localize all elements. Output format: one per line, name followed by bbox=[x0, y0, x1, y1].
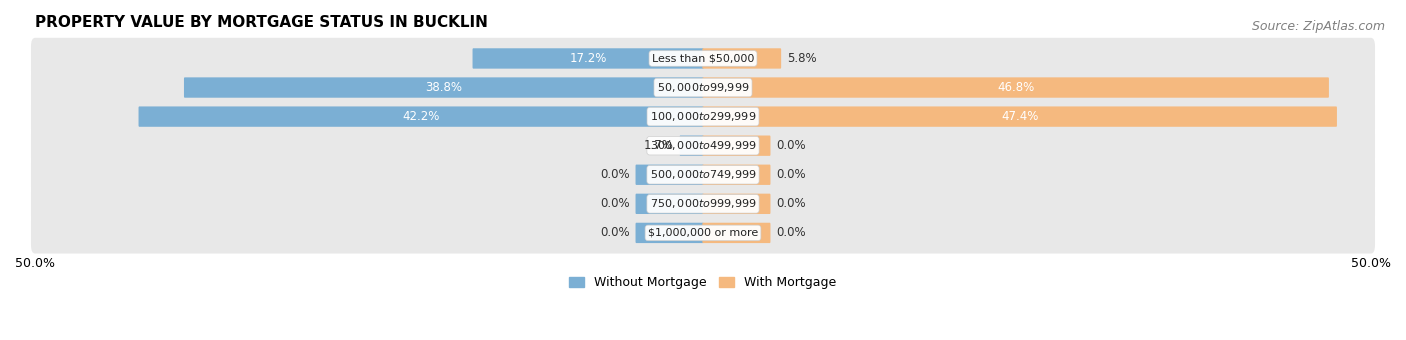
FancyBboxPatch shape bbox=[31, 154, 1375, 196]
Text: 42.2%: 42.2% bbox=[402, 110, 440, 123]
Text: 0.0%: 0.0% bbox=[776, 168, 806, 181]
Text: Source: ZipAtlas.com: Source: ZipAtlas.com bbox=[1251, 20, 1385, 33]
FancyBboxPatch shape bbox=[31, 38, 1375, 79]
Text: 17.2%: 17.2% bbox=[569, 52, 607, 65]
FancyBboxPatch shape bbox=[679, 136, 703, 156]
FancyBboxPatch shape bbox=[31, 125, 1375, 166]
Text: 0.0%: 0.0% bbox=[600, 197, 630, 210]
Text: $750,000 to $999,999: $750,000 to $999,999 bbox=[650, 197, 756, 210]
FancyBboxPatch shape bbox=[636, 165, 703, 185]
FancyBboxPatch shape bbox=[636, 194, 703, 214]
FancyBboxPatch shape bbox=[703, 78, 1329, 98]
Legend: Without Mortgage, With Mortgage: Without Mortgage, With Mortgage bbox=[564, 271, 842, 294]
FancyBboxPatch shape bbox=[31, 212, 1375, 254]
FancyBboxPatch shape bbox=[139, 106, 703, 127]
FancyBboxPatch shape bbox=[472, 48, 703, 69]
Text: 46.8%: 46.8% bbox=[997, 81, 1035, 94]
FancyBboxPatch shape bbox=[31, 96, 1375, 137]
Text: 0.0%: 0.0% bbox=[776, 139, 806, 152]
Text: 0.0%: 0.0% bbox=[776, 197, 806, 210]
FancyBboxPatch shape bbox=[31, 183, 1375, 224]
Text: 0.0%: 0.0% bbox=[600, 168, 630, 181]
FancyBboxPatch shape bbox=[703, 48, 782, 69]
FancyBboxPatch shape bbox=[31, 67, 1375, 108]
Text: $50,000 to $99,999: $50,000 to $99,999 bbox=[657, 81, 749, 94]
FancyBboxPatch shape bbox=[703, 106, 1337, 127]
FancyBboxPatch shape bbox=[703, 136, 770, 156]
FancyBboxPatch shape bbox=[703, 223, 770, 243]
Text: 0.0%: 0.0% bbox=[600, 226, 630, 239]
Text: 47.4%: 47.4% bbox=[1001, 110, 1038, 123]
FancyBboxPatch shape bbox=[636, 223, 703, 243]
Text: $300,000 to $499,999: $300,000 to $499,999 bbox=[650, 139, 756, 152]
Text: 1.7%: 1.7% bbox=[644, 139, 673, 152]
FancyBboxPatch shape bbox=[703, 165, 770, 185]
Text: 38.8%: 38.8% bbox=[426, 81, 463, 94]
FancyBboxPatch shape bbox=[703, 194, 770, 214]
Text: $100,000 to $299,999: $100,000 to $299,999 bbox=[650, 110, 756, 123]
Text: $500,000 to $749,999: $500,000 to $749,999 bbox=[650, 168, 756, 181]
FancyBboxPatch shape bbox=[184, 78, 703, 98]
Text: 5.8%: 5.8% bbox=[787, 52, 817, 65]
Text: 0.0%: 0.0% bbox=[776, 226, 806, 239]
Text: $1,000,000 or more: $1,000,000 or more bbox=[648, 228, 758, 238]
Text: Less than $50,000: Less than $50,000 bbox=[652, 53, 754, 64]
Text: PROPERTY VALUE BY MORTGAGE STATUS IN BUCKLIN: PROPERTY VALUE BY MORTGAGE STATUS IN BUC… bbox=[35, 15, 488, 30]
